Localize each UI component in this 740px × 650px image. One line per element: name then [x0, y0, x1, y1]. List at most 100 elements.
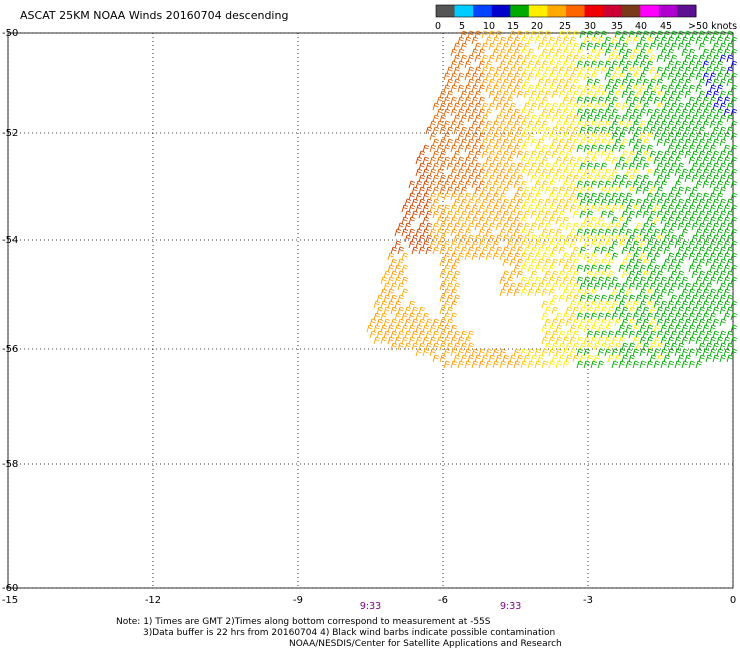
wind-barb	[457, 168, 465, 177]
wind-barb	[705, 174, 713, 183]
wind-barb	[397, 294, 405, 303]
wind-barb	[628, 126, 636, 135]
wind-barb	[450, 288, 458, 297]
wind-barb	[586, 198, 594, 207]
wind-barb	[677, 90, 685, 99]
wind-barb	[415, 204, 423, 213]
wind-barb	[478, 120, 486, 129]
wind-barb	[593, 342, 601, 351]
wind-barb	[471, 192, 479, 201]
wind-barb	[712, 186, 720, 195]
wind-barb	[604, 348, 612, 357]
wind-barb	[600, 174, 608, 183]
wind-barb	[642, 222, 650, 231]
wind-barb	[723, 252, 731, 261]
wind-barb	[667, 336, 675, 345]
wind-barb	[719, 78, 727, 87]
wind-barb	[698, 282, 706, 291]
wind-barb	[635, 258, 643, 267]
wind-barb	[600, 342, 608, 351]
wind-barb	[597, 276, 605, 285]
wind-barb	[660, 180, 668, 189]
wind-barb	[642, 138, 650, 147]
wind-barb	[418, 174, 426, 183]
wind-barb	[481, 150, 489, 159]
wind-barb	[457, 180, 465, 189]
wind-barb	[597, 324, 605, 333]
wind-barb	[604, 72, 612, 81]
wind-barb	[576, 312, 584, 321]
wind-barb	[723, 108, 731, 117]
wind-barb	[488, 54, 496, 63]
wind-barb	[502, 282, 510, 291]
wind-barb	[478, 204, 486, 213]
wind-barb	[502, 198, 510, 207]
wind-barb	[422, 156, 430, 165]
wind-barb	[712, 42, 720, 51]
wind-barb	[506, 180, 514, 189]
wind-barb	[590, 324, 598, 333]
wind-barb	[401, 228, 409, 237]
wind-barb	[530, 126, 538, 135]
wind-barb	[516, 150, 524, 159]
wind-barb	[548, 180, 556, 189]
wind-barb	[642, 318, 650, 327]
wind-barb	[660, 324, 668, 333]
wind-barb	[670, 54, 678, 63]
wind-barb	[593, 102, 601, 111]
wind-barb	[730, 120, 738, 129]
wind-barb	[572, 294, 580, 303]
wind-barb	[660, 108, 668, 117]
wind-barb	[457, 120, 465, 129]
wind-barb	[558, 258, 566, 267]
wind-barb	[404, 330, 412, 339]
wind-barb	[709, 72, 717, 81]
wind-barb	[653, 192, 661, 201]
wind-barb	[520, 264, 528, 273]
wind-barb	[509, 138, 517, 147]
wind-barb	[663, 126, 671, 135]
wind-barb	[597, 60, 605, 69]
wind-barb	[432, 234, 440, 243]
wind-barb	[590, 312, 598, 321]
wind-barb	[555, 48, 563, 57]
wind-barb	[593, 78, 601, 87]
wind-barb	[565, 90, 573, 99]
longitude-label: -9	[293, 595, 303, 606]
wind-barb	[628, 198, 636, 207]
wind-barb	[576, 96, 584, 105]
wind-barb	[639, 324, 647, 333]
wind-barb	[698, 270, 706, 279]
wind-barb	[667, 276, 675, 285]
wind-barb	[506, 72, 514, 81]
wind-barb	[492, 144, 500, 153]
wind-barb	[681, 60, 689, 69]
wind-barb	[593, 138, 601, 147]
wind-barb	[583, 180, 591, 189]
wind-barb	[499, 360, 507, 369]
wind-barb	[422, 336, 430, 345]
wind-barb	[513, 60, 521, 69]
wind-barb	[534, 156, 542, 165]
wind-speed-color-scale: 0 5 10 15 20 25 30 35 40 45 >50 knots	[435, 4, 737, 32]
wind-barb	[635, 318, 643, 327]
wind-barb	[534, 276, 542, 285]
wind-barb	[723, 288, 731, 297]
wind-barb	[516, 174, 524, 183]
wind-barb	[555, 324, 563, 333]
wind-barb	[698, 246, 706, 255]
wind-barb	[429, 144, 437, 153]
wind-barb	[698, 330, 706, 339]
wind-barb	[611, 156, 619, 165]
wind-barb	[390, 330, 398, 339]
wind-barb	[600, 102, 608, 111]
wind-barb	[516, 258, 524, 267]
wind-barb	[572, 90, 580, 99]
wind-barb	[604, 336, 612, 345]
wind-barb	[590, 132, 598, 141]
wind-barb	[485, 240, 493, 249]
wind-barb	[656, 138, 664, 147]
wind-barb	[485, 132, 493, 141]
wind-barb	[719, 270, 727, 279]
wind-barb	[691, 306, 699, 315]
